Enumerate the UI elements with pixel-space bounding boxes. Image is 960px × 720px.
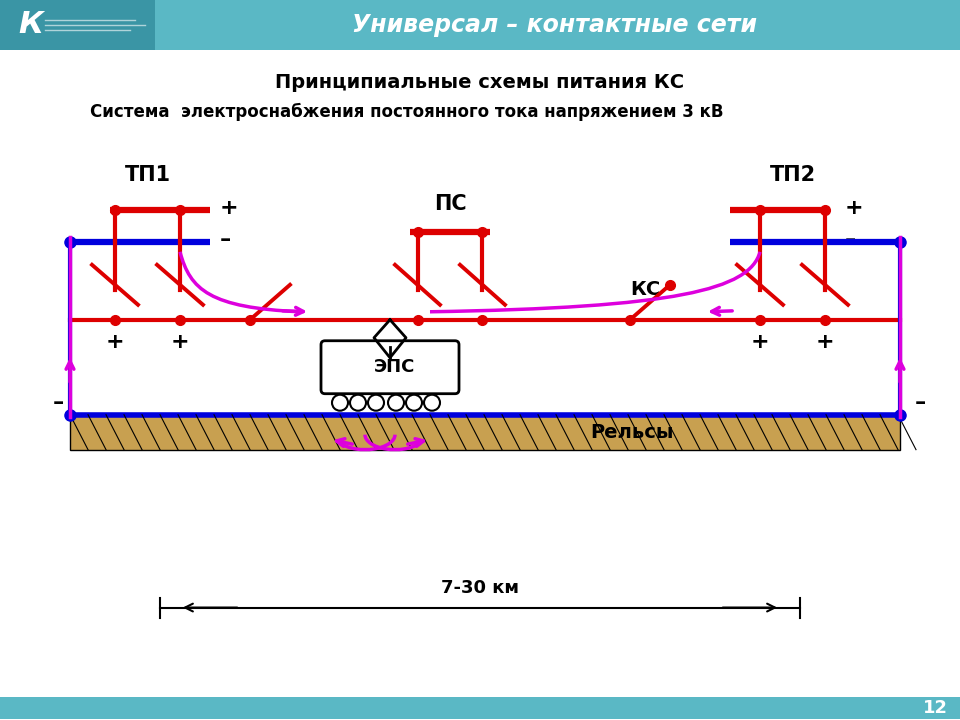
- Text: Универсал – контактные сети: Универсал – контактные сети: [352, 13, 757, 37]
- Circle shape: [388, 395, 404, 410]
- Circle shape: [368, 395, 384, 410]
- Bar: [70, 415, 900, 450]
- Circle shape: [350, 395, 366, 410]
- Text: +: +: [106, 332, 124, 352]
- Text: ТП2: ТП2: [769, 165, 816, 185]
- Text: –: –: [845, 230, 856, 250]
- Text: ЭПС: ЭПС: [374, 359, 416, 377]
- Text: КС: КС: [630, 280, 660, 300]
- Text: –: –: [220, 230, 231, 250]
- Circle shape: [406, 395, 422, 410]
- Text: –: –: [914, 392, 925, 413]
- Circle shape: [332, 395, 348, 410]
- Text: 7-30 км: 7-30 км: [441, 579, 519, 597]
- Text: 12: 12: [923, 699, 948, 717]
- Text: +: +: [845, 198, 864, 218]
- Text: ПС: ПС: [434, 194, 467, 214]
- Text: Рельсы: Рельсы: [590, 423, 674, 442]
- Text: Принципиальные схемы питания КС: Принципиальные схемы питания КС: [276, 73, 684, 92]
- Bar: [0, 0, 155, 50]
- Text: К: К: [18, 11, 43, 40]
- Bar: [0, 0, 960, 50]
- Circle shape: [424, 395, 440, 410]
- Bar: [0, 698, 960, 719]
- FancyBboxPatch shape: [321, 341, 459, 394]
- Text: +: +: [171, 332, 189, 352]
- Text: –: –: [53, 392, 63, 413]
- Text: +: +: [751, 332, 769, 352]
- Text: +: +: [220, 198, 239, 218]
- Text: Система  электроснабжения постоянного тока напряжением 3 кВ: Система электроснабжения постоянного ток…: [90, 103, 724, 121]
- Text: +: +: [816, 332, 834, 352]
- Text: ТП1: ТП1: [125, 165, 171, 185]
